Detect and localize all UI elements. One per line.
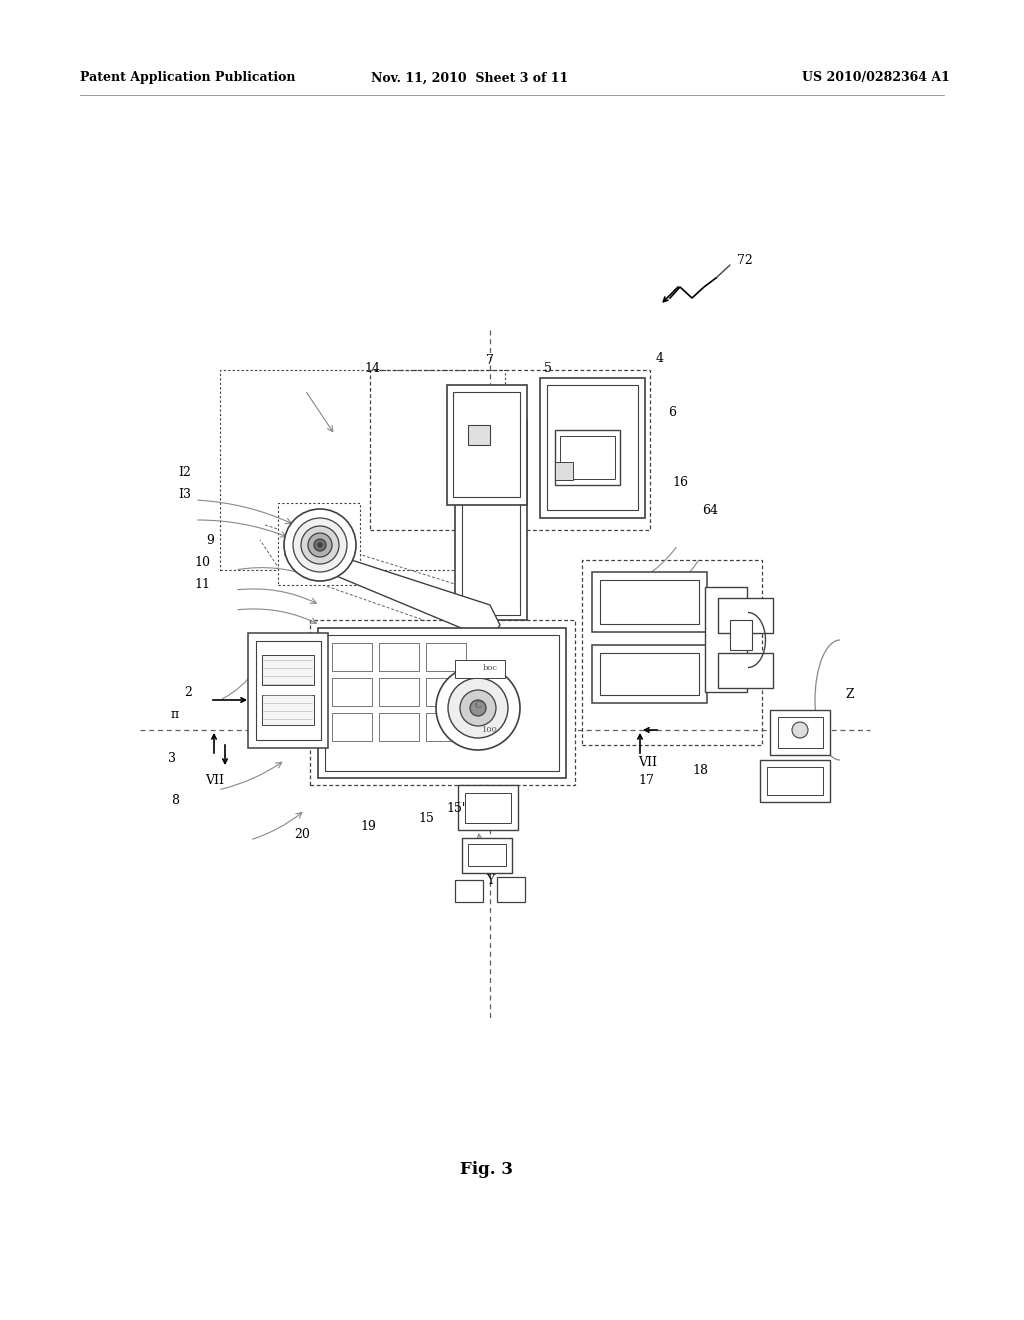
Bar [468, 843, 506, 866]
Text: 9: 9 [206, 533, 214, 546]
Text: 8: 8 [171, 793, 179, 807]
Text: 64: 64 [702, 503, 718, 516]
Text: Fig. 3: Fig. 3 [461, 1162, 513, 1179]
Circle shape [449, 678, 508, 738]
Bar [262, 696, 314, 725]
Text: 15: 15 [418, 812, 434, 825]
Text: Y: Y [485, 874, 495, 887]
Text: Z: Z [846, 689, 854, 701]
Bar [767, 767, 823, 795]
Bar [462, 838, 512, 873]
Bar [318, 628, 566, 777]
Bar [465, 793, 511, 822]
Bar [705, 587, 746, 692]
Bar [379, 713, 419, 741]
Text: 20: 20 [294, 829, 310, 842]
Bar [760, 760, 830, 803]
Bar [600, 579, 699, 624]
Bar [730, 620, 752, 649]
Text: π: π [171, 709, 179, 722]
Text: 6: 6 [668, 405, 676, 418]
Bar [770, 710, 830, 755]
Circle shape [301, 525, 339, 564]
Text: 5: 5 [544, 362, 552, 375]
Bar [718, 653, 773, 688]
Bar [462, 430, 520, 615]
Bar [455, 880, 483, 902]
Bar [455, 420, 527, 620]
Text: 18: 18 [692, 763, 708, 776]
Text: 7: 7 [486, 354, 494, 367]
Polygon shape [285, 540, 500, 640]
Text: US 2010/0282364 A1: US 2010/0282364 A1 [802, 71, 950, 84]
Bar [310, 620, 575, 785]
Bar [453, 392, 520, 498]
Text: 10: 10 [194, 557, 210, 569]
Bar [555, 430, 620, 484]
Text: 2: 2 [184, 685, 191, 698]
Bar [540, 378, 645, 517]
Circle shape [470, 700, 486, 715]
Bar [547, 385, 638, 510]
Text: 72: 72 [737, 253, 753, 267]
Text: 3: 3 [168, 751, 176, 764]
Circle shape [318, 543, 322, 546]
Circle shape [308, 533, 332, 557]
Text: VII: VII [206, 774, 224, 787]
Text: 11: 11 [194, 578, 210, 591]
Bar [325, 635, 559, 771]
Bar [468, 425, 490, 445]
Circle shape [460, 690, 496, 726]
Bar [262, 655, 314, 685]
Bar [370, 370, 650, 531]
Bar [379, 643, 419, 671]
Text: 100: 100 [482, 726, 498, 734]
Bar [278, 503, 360, 585]
Text: VII: VII [639, 755, 657, 768]
Circle shape [284, 510, 356, 581]
Text: 15': 15' [446, 801, 466, 814]
Bar [778, 717, 823, 748]
Bar [248, 634, 328, 748]
Circle shape [314, 539, 326, 550]
Text: 14: 14 [364, 362, 380, 375]
Text: I2: I2 [178, 466, 191, 479]
Bar [497, 876, 525, 902]
Bar [447, 385, 527, 506]
Bar [332, 643, 372, 671]
Bar [256, 642, 321, 741]
Text: 17: 17 [638, 774, 654, 787]
Bar [555, 462, 573, 480]
Bar [600, 653, 699, 696]
Bar [592, 572, 707, 632]
Bar [582, 560, 762, 744]
Bar [592, 645, 707, 704]
Bar [426, 678, 466, 706]
Bar [379, 678, 419, 706]
Text: C: C [474, 701, 481, 710]
Bar [718, 598, 773, 634]
Bar [455, 660, 505, 678]
Text: 4: 4 [656, 351, 664, 364]
Bar [560, 436, 615, 479]
Bar [332, 678, 372, 706]
Bar [426, 643, 466, 671]
Bar [220, 370, 505, 570]
Text: Patent Application Publication: Patent Application Publication [80, 71, 296, 84]
Bar [458, 785, 518, 830]
Circle shape [293, 517, 347, 572]
Text: 19: 19 [360, 820, 376, 833]
Circle shape [792, 722, 808, 738]
Bar [426, 713, 466, 741]
Text: boc: boc [482, 664, 498, 672]
Text: Nov. 11, 2010  Sheet 3 of 11: Nov. 11, 2010 Sheet 3 of 11 [372, 71, 568, 84]
Circle shape [436, 667, 520, 750]
Text: 16: 16 [672, 475, 688, 488]
Bar [332, 713, 372, 741]
Text: I3: I3 [178, 488, 191, 502]
